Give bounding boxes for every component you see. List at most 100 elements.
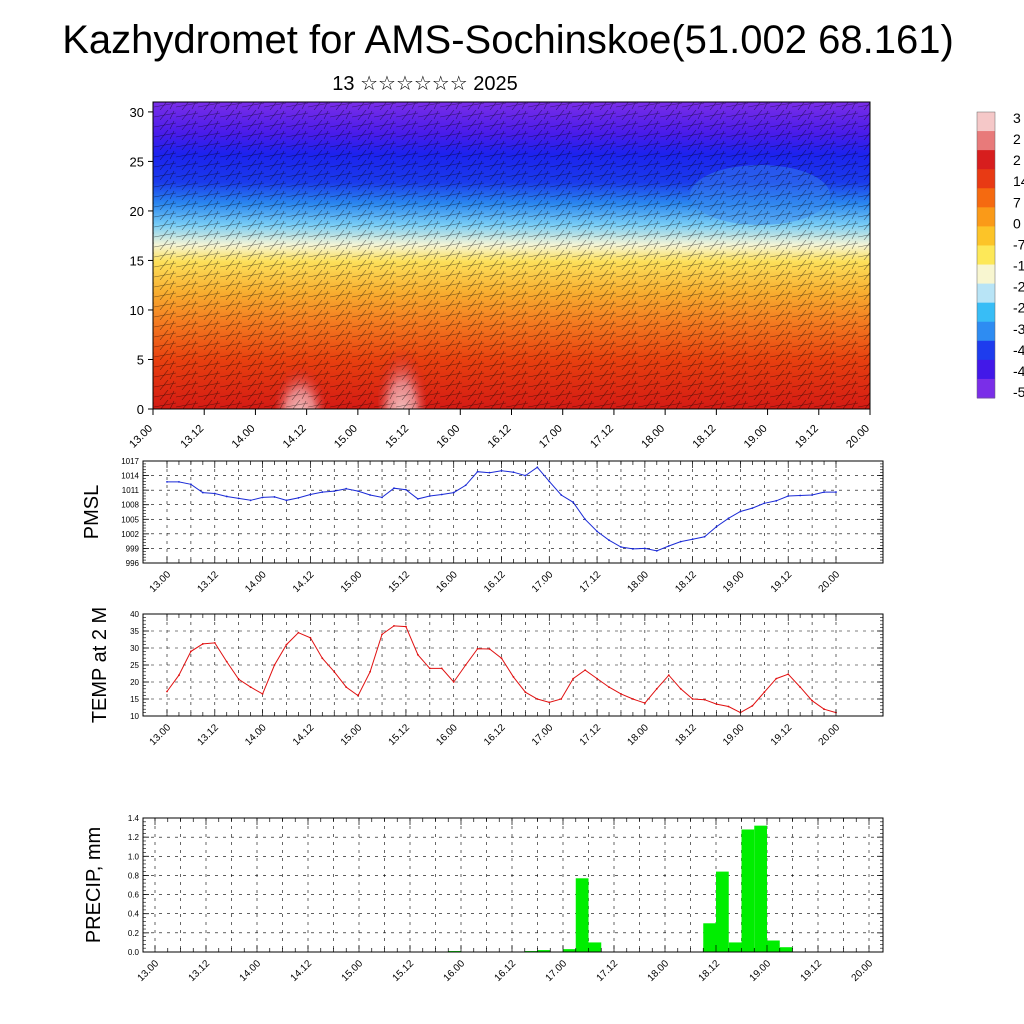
colorbar-swatch (977, 150, 995, 170)
series-point (823, 491, 825, 493)
colorbar-swatch (977, 169, 995, 189)
x-tick-label: 18.00 (639, 423, 667, 451)
colorbar-label: 2 (1013, 152, 1021, 168)
series-point (775, 499, 778, 502)
precip-bar (741, 829, 755, 952)
series-point (524, 691, 527, 694)
y-tick-label: 15 (130, 695, 139, 704)
x-tick-label: 17.12 (588, 423, 616, 451)
series-point (703, 535, 706, 538)
series-point (632, 698, 634, 700)
series-point (751, 704, 754, 707)
x-tick-label: 19.12 (793, 423, 821, 451)
series-point (488, 648, 491, 650)
y-tick-label: 1008 (121, 501, 139, 510)
precip-bar (728, 942, 742, 952)
y-tick-label: 1.0 (128, 852, 140, 861)
series-point (608, 686, 610, 688)
y-tick-label: 10 (130, 712, 139, 721)
x-tick-label: 18.12 (673, 569, 699, 595)
series-point (715, 703, 718, 705)
series-point (739, 510, 742, 513)
series-point (560, 494, 563, 496)
x-tick-label: 14.12 (291, 569, 317, 595)
x-tick-label: 14.00 (243, 569, 269, 595)
series-point (405, 625, 407, 628)
y-tick-label: 35 (130, 627, 139, 636)
colorbar-frame (976, 111, 996, 399)
series-point (309, 636, 312, 639)
precip-bar (563, 949, 576, 952)
x-tick-label: 15.12 (391, 958, 417, 984)
series-point (201, 491, 204, 494)
x-tick-label: 15.12 (383, 423, 411, 451)
x-tick-label: 18.00 (646, 958, 672, 984)
x-tick-label: 16.00 (434, 722, 460, 748)
x-tick-label: 17.12 (578, 569, 604, 595)
colorbar-swatch (977, 321, 995, 342)
series-point (476, 647, 479, 650)
y-tick-label: 1014 (121, 472, 139, 481)
series-point (249, 499, 252, 502)
panel-frame (142, 460, 884, 564)
x-tick-label: 16.12 (486, 423, 514, 451)
series-point (811, 699, 814, 702)
colorbar-legend: 3 2 2 14 7 0 -7 -1 -2 -2 -3 -4 -4 -5 (976, 110, 1024, 400)
y-tick-label: 25 (130, 661, 139, 670)
series-point (285, 643, 288, 646)
series-point (620, 693, 622, 695)
x-tick-label: 16.00 (442, 958, 468, 984)
cross-section-panel: 0 5 10 15 20 25 30 13.00 13.12 14.00 14.12 15.00 15… (127, 101, 872, 451)
y-tick-label: 0.6 (128, 891, 140, 900)
x-tick-label: 15.00 (339, 722, 365, 748)
y-tick-label: 0.4 (128, 910, 140, 919)
y-tick-label: 30 (130, 105, 144, 120)
series-point (273, 496, 276, 498)
x-tick-label: 13.12 (178, 423, 206, 451)
series-point (166, 690, 168, 693)
series-point (572, 501, 575, 504)
series-point (835, 491, 837, 493)
series-point (309, 493, 312, 496)
series-point (464, 484, 467, 487)
series-point (799, 494, 802, 497)
x-tick-label: 18.12 (673, 722, 699, 748)
series-point (655, 687, 658, 690)
temperature-panel: 10 15 20 25 30 35 40 13.00 13.12 14.00 14.12 15.00 1… (89, 607, 884, 748)
series-point (213, 492, 216, 495)
series-point (715, 525, 718, 528)
series-point (548, 480, 551, 483)
series-point (261, 496, 264, 499)
series-point (596, 677, 598, 680)
series-point (524, 474, 527, 477)
colorbar-label: -3 (1013, 321, 1024, 337)
x-tick-label: 18.00 (626, 569, 652, 595)
series-point (500, 469, 503, 472)
series-point (225, 495, 228, 498)
series-point (285, 499, 288, 502)
series-point (357, 490, 360, 493)
precip-bar (716, 871, 729, 952)
pmsl-panel: 996 999 1002 1005 1008 1011 1014 1017 13.00 13.12… (81, 457, 884, 595)
y-axis-title: TEMP at 2 M (89, 607, 111, 723)
x-tick-label: 16.12 (482, 722, 508, 748)
series-point (464, 664, 467, 666)
x-tick-label: 19.00 (721, 569, 747, 595)
y-tick-label: 25 (130, 154, 144, 169)
x-tick-label: 20.00 (850, 958, 876, 984)
y-tick-label: 20 (130, 204, 144, 219)
series-point (536, 466, 539, 469)
series-point (166, 480, 168, 483)
x-tick-label: 17.00 (537, 423, 565, 451)
series-point (249, 686, 252, 688)
y-tick-label: 0.2 (128, 929, 140, 938)
series-point (237, 678, 240, 681)
series-point (548, 701, 551, 704)
series-point (608, 539, 610, 542)
series-point (201, 643, 204, 645)
colorbar-swatch (977, 188, 995, 208)
colorbar-label: -2 (1013, 279, 1024, 295)
series-point (261, 693, 264, 695)
x-tick-label: 13.12 (187, 958, 213, 984)
series-point (691, 698, 694, 700)
